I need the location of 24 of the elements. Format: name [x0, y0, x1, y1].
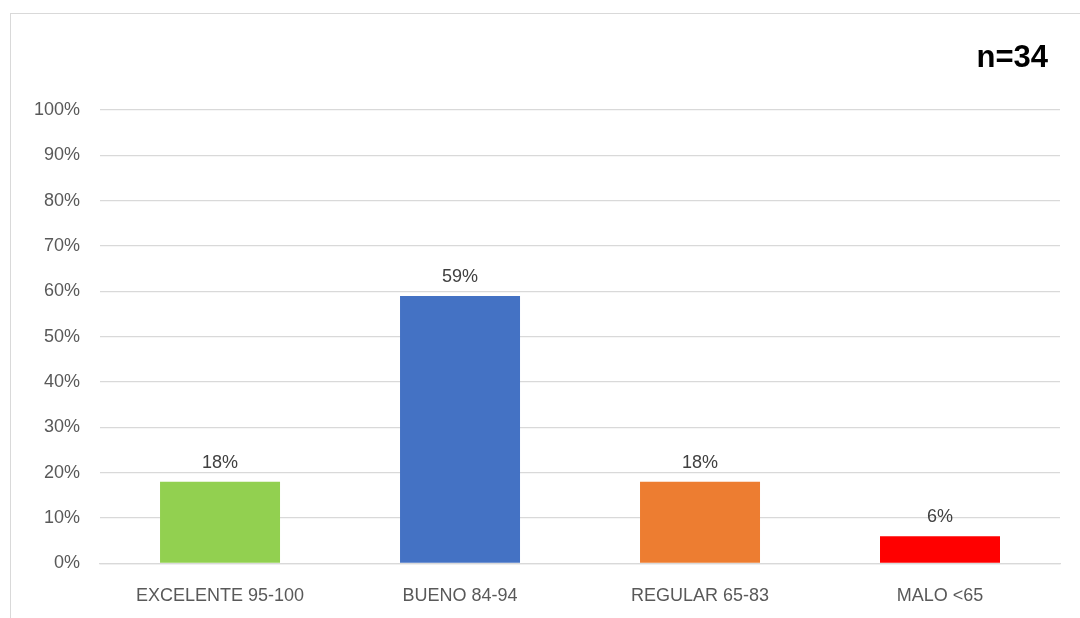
y-tick-label: 10% — [44, 507, 81, 528]
bar — [160, 481, 281, 563]
x-tick-label: BUENO 84-94 — [402, 585, 518, 606]
y-tick-label: 20% — [44, 461, 81, 482]
bar — [880, 536, 1000, 563]
y-tick-label: 0% — [54, 552, 81, 573]
x-tick-label: REGULAR 65-83 — [630, 585, 770, 606]
data-label: 59% — [442, 265, 479, 286]
y-tick-label: 100% — [33, 98, 81, 119]
data-label: 6% — [927, 506, 954, 527]
x-tick-label: MALO <65 — [896, 585, 984, 606]
x-tick-label: EXCELENTE 95-100 — [135, 585, 305, 606]
y-tick-label: 90% — [44, 144, 81, 165]
y-tick-label: 30% — [44, 416, 81, 437]
y-tick-label: 60% — [44, 280, 81, 301]
bar — [400, 295, 521, 563]
data-label: 18% — [682, 451, 719, 472]
y-tick-label: 50% — [44, 325, 81, 346]
y-tick-label: 40% — [44, 371, 81, 392]
text: n=34 — [976, 39, 1049, 74]
y-tick-label: 80% — [44, 189, 81, 210]
y-tick-label: 70% — [44, 234, 81, 255]
bar — [640, 481, 761, 563]
data-label: 18% — [202, 451, 239, 472]
